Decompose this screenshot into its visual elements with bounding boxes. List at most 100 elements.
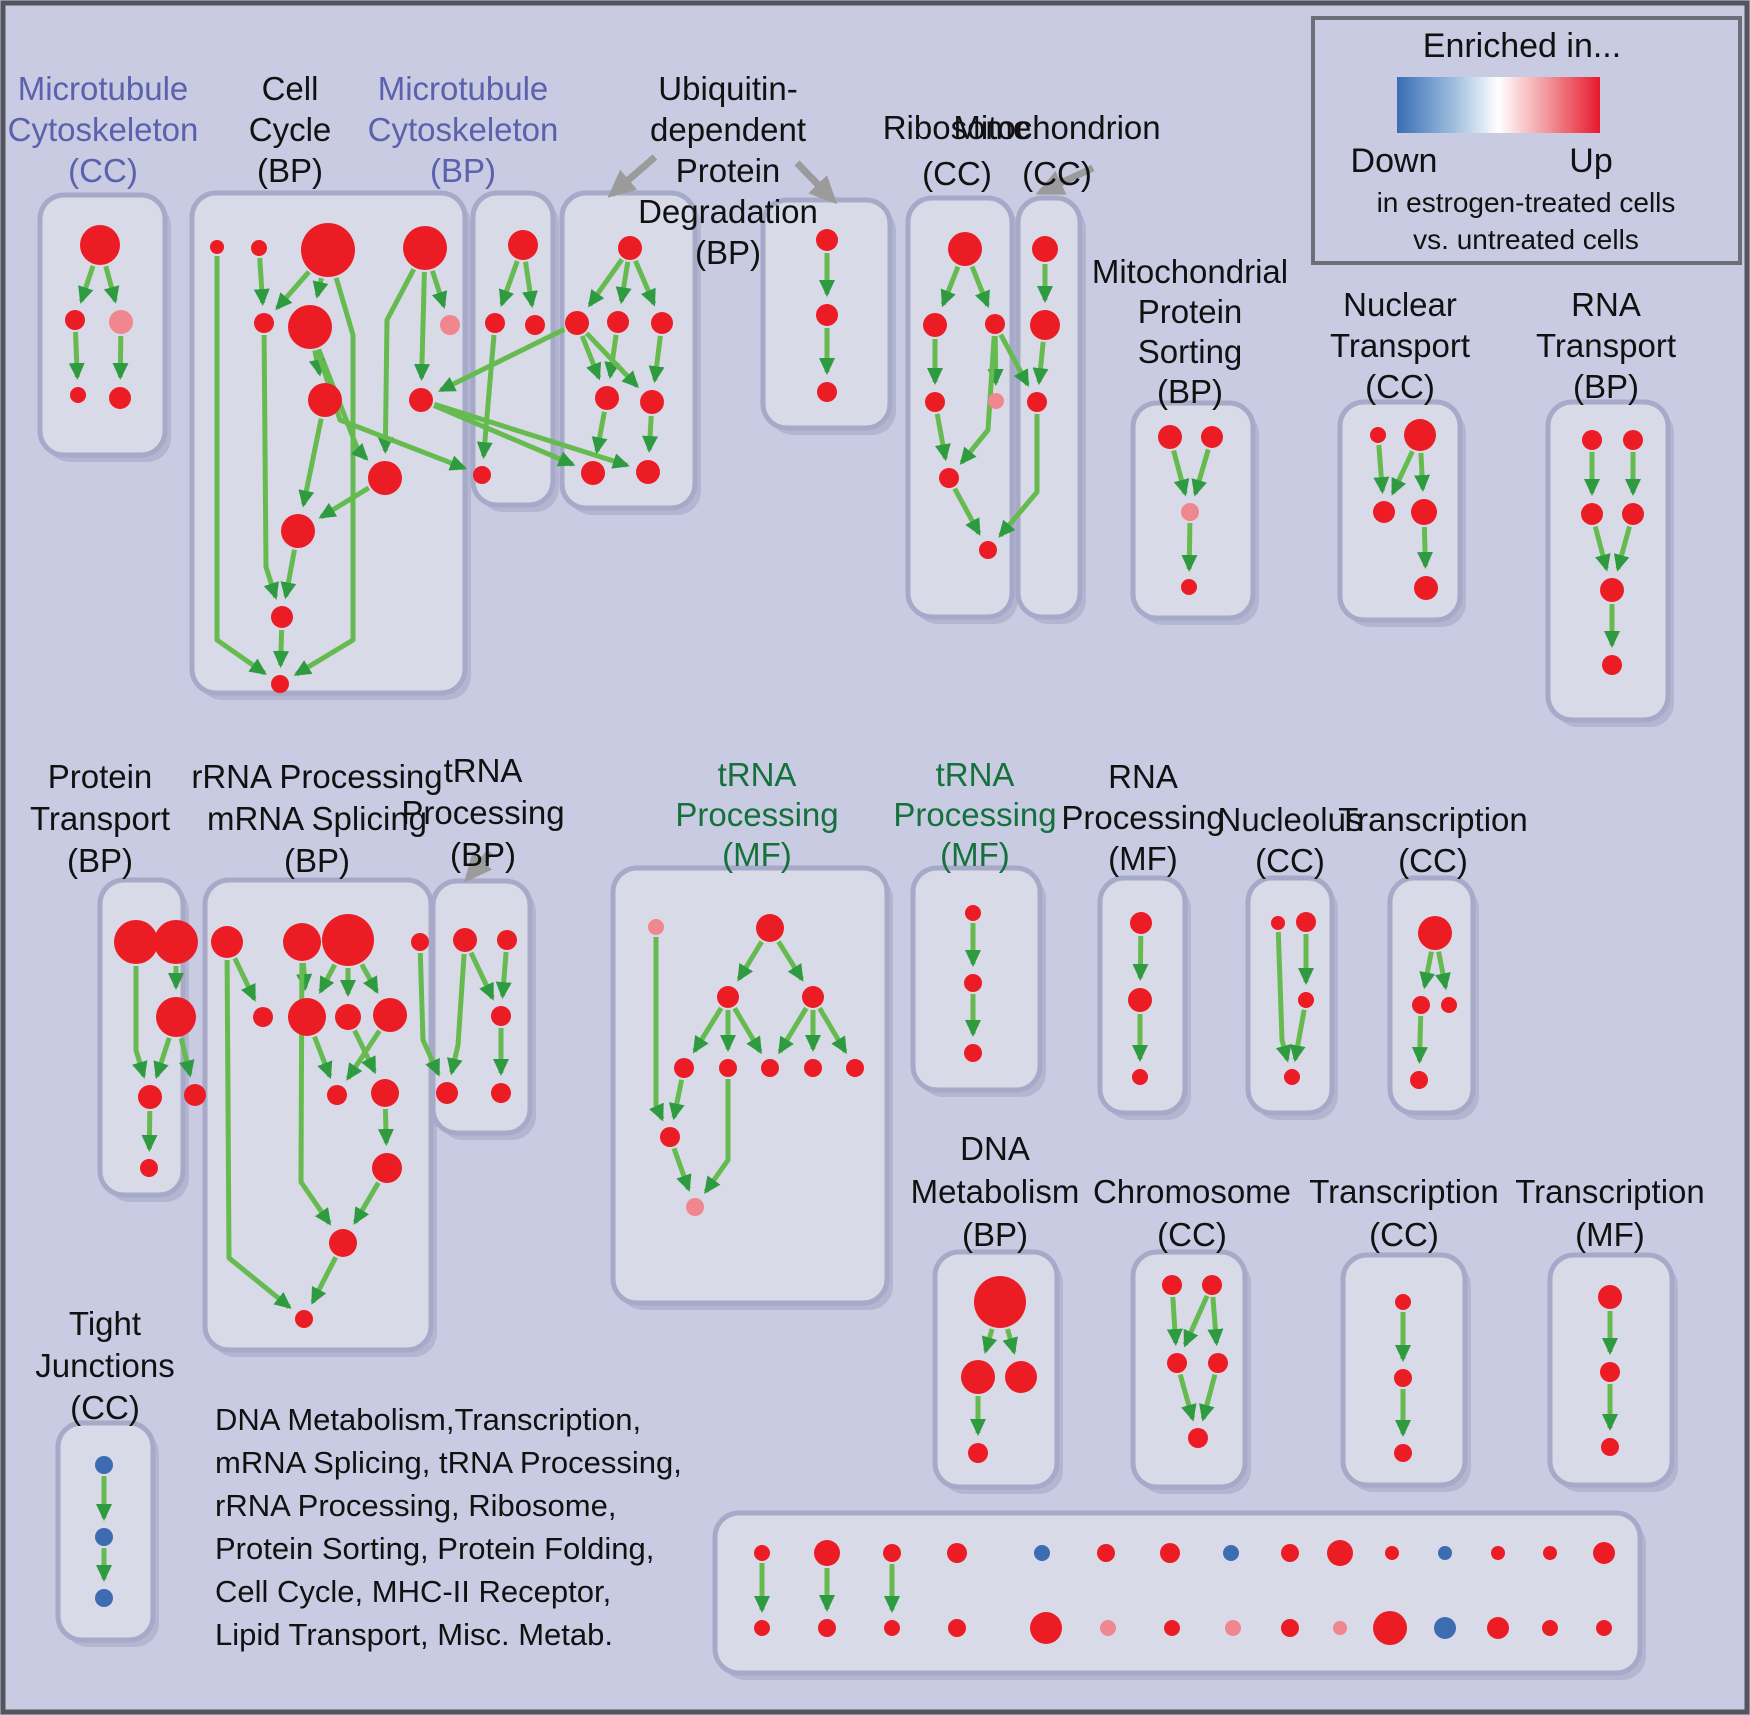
relation-edge-q10-q11 (352, 1181, 381, 1225)
cluster-box-trna-mf-1 (610, 865, 890, 1306)
gene-node-c12 (271, 675, 289, 693)
relation-edge-q0-q4 (232, 957, 257, 1002)
cluster-box-nuclear-transport (1337, 399, 1463, 623)
relation-edge-g2-g4 (1177, 1373, 1197, 1422)
gene-node-w3 (802, 986, 824, 1008)
relation-edge-t3-t4 (1613, 525, 1632, 572)
relation-edge-u1-u4 (579, 335, 602, 381)
cluster-label-mitochondrion: Mitochondrion (CC) (953, 109, 1160, 192)
gene-node-f9 (1030, 1612, 1062, 1644)
relation-edge-c1-c4 (253, 257, 270, 306)
gene-node-tc1 (1412, 996, 1430, 1014)
gene-node-u6 (581, 461, 605, 485)
gene-node-n0 (1370, 427, 1386, 443)
relation-edge-tc0-tc1 (1419, 951, 1436, 990)
cluster-label-microtubule-cc: Microtubule Cytoskeleton (CC) (8, 70, 199, 189)
gene-node-tc3 (1410, 1071, 1428, 1089)
relation-edge-q2-q5 (318, 963, 338, 995)
gene-node-f20 (1385, 1546, 1399, 1560)
relation-edge-tc0-tc2 (1435, 951, 1451, 991)
relation-edge-c3-c8 (413, 271, 430, 381)
relation-edge-w1-w2 (736, 940, 764, 982)
cluster-box-transcription-cc-mid (1387, 875, 1476, 1116)
gene-node-t3 (1622, 503, 1644, 525)
gene-node-c7 (308, 383, 342, 417)
legend-title: Enriched in... (1423, 27, 1621, 65)
gene-node-f10 (1097, 1544, 1115, 1562)
legend-up-label: Up (1569, 142, 1612, 180)
gene-node-q10 (372, 1153, 402, 1183)
cluster-label-ribosome: Ribosome (CC) (883, 109, 1032, 192)
relation-edge-s1-s2 (1191, 448, 1211, 497)
gene-node-a0 (80, 225, 120, 265)
relation-edge-v0-v2 (468, 951, 495, 1001)
cluster-label-trna-processing-mf-1: tRNA Processing (MF) (675, 756, 838, 873)
gene-node-a2 (109, 310, 133, 334)
gene-node-f0 (754, 1545, 770, 1561)
gene-node-c11 (271, 606, 293, 628)
gene-node-f3 (818, 1619, 836, 1637)
gene-node-f22 (1438, 1546, 1452, 1560)
gene-node-f13 (1164, 1620, 1180, 1636)
gene-node-f12 (1160, 1543, 1180, 1563)
gene-node-o0 (1032, 236, 1058, 262)
relation-edge-g1-g3 (1207, 1296, 1224, 1347)
gene-node-f29 (1596, 1620, 1612, 1636)
gene-node-f25 (1487, 1617, 1509, 1639)
cluster-box-nucleolus (1245, 875, 1335, 1116)
gene-node-f21 (1373, 1611, 1407, 1645)
relation-edge-c3-c6 (430, 270, 448, 309)
gene-node-f18 (1327, 1540, 1353, 1566)
relation-edge-c11-c12 (273, 629, 289, 668)
relation-edge-q1-q11 (298, 962, 332, 1226)
relation-edge-u0-u2 (615, 261, 632, 305)
layer-edges (68, 253, 1641, 1613)
label-pointer-arrow-0 (607, 154, 658, 198)
gene-node-w8 (846, 1059, 864, 1077)
gene-node-f6 (947, 1543, 967, 1563)
relation-edge-q6-q9 (352, 1029, 377, 1075)
relation-edge-u4-u6 (591, 411, 608, 455)
gene-node-q0 (211, 926, 243, 958)
gene-node-c0 (210, 240, 224, 254)
relation-edge-o2-r6 (998, 414, 1040, 538)
relation-edge-c5-c9 (316, 348, 369, 461)
legend-subtitle-1: in estrogen-treated cells (1377, 187, 1676, 218)
gene-node-t5 (1602, 655, 1622, 675)
relation-edge-w4-w9 (668, 1079, 685, 1121)
relation-edge-n3-n4 (1417, 526, 1434, 569)
relation-edge-r3-r5 (934, 413, 951, 462)
gene-node-u7 (636, 460, 660, 484)
gene-node-w4 (674, 1058, 694, 1078)
relation-edge-t2-t4 (1592, 525, 1611, 572)
gene-node-c5 (288, 305, 332, 349)
gene-node-f14 (1223, 1545, 1239, 1561)
gene-node-g2 (1167, 1353, 1187, 1373)
gene-node-f16 (1281, 1544, 1299, 1562)
gene-node-tm1 (1600, 1362, 1620, 1382)
cluster-label-trna-processing-bp: tRNA Processing (BP) (401, 752, 564, 873)
gene-node-c1 (251, 240, 267, 256)
layer-nodes (65, 223, 1644, 1645)
relation-edge-u3-u5 (648, 335, 665, 384)
gene-node-n4 (1414, 576, 1438, 600)
relation-edge-z0-z3 (1275, 931, 1292, 1063)
gene-node-r4 (988, 393, 1004, 409)
relation-edge-g1-g2 (1182, 1294, 1210, 1348)
gene-node-q5 (288, 998, 326, 1036)
cluster-label-transcription-cc-mid: Transcription (CC) (1338, 801, 1528, 879)
gene-node-f1 (754, 1620, 770, 1636)
relation-edge-w9-w10 (671, 1147, 692, 1192)
gene-node-q7 (373, 998, 407, 1032)
gene-node-r0 (948, 232, 982, 266)
gene-node-d0 (974, 1276, 1026, 1328)
gene-node-z0 (1271, 916, 1285, 930)
relation-edge-a0-a2 (103, 265, 120, 304)
gene-node-f8 (1034, 1545, 1050, 1561)
cluster-box-chromosome (1130, 1249, 1248, 1490)
gene-node-v4 (491, 1083, 511, 1103)
relation-edge-r2-o2 (998, 333, 1030, 388)
gene-node-a3 (70, 387, 86, 403)
